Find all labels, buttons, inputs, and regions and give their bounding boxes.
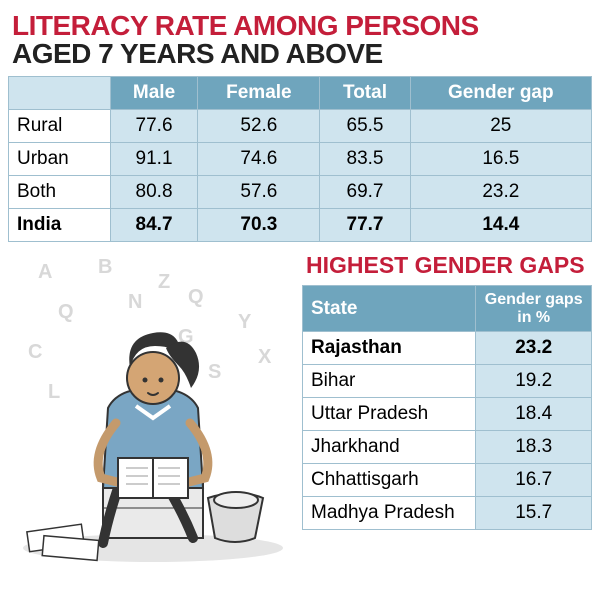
state-name: Uttar Pradesh — [303, 398, 476, 431]
table-row: Rural 77.6 52.6 65.5 25 — [9, 110, 592, 143]
table-row: Rajasthan 23.2 — [303, 332, 592, 365]
gender-gap-table: State Gender gaps in % Rajasthan 23.2 Bi… — [302, 285, 592, 530]
svg-text:A: A — [38, 261, 52, 283]
state-name: Bihar — [303, 365, 476, 398]
cell: 77.6 — [110, 110, 198, 143]
cell: 84.7 — [110, 209, 198, 242]
gap-value: 18.4 — [476, 398, 592, 431]
cell: 52.6 — [198, 110, 320, 143]
state-name: Madhya Pradesh — [303, 497, 476, 530]
sub-title: HIGHEST GENDER GAPS — [302, 248, 592, 285]
svg-text:Y: Y — [238, 311, 252, 333]
gap-value: 19.2 — [476, 365, 592, 398]
col-male: Male — [110, 77, 198, 110]
col-state: State — [303, 286, 476, 332]
row-label: Rural — [9, 110, 111, 143]
table-corner — [9, 77, 111, 110]
svg-text:X: X — [258, 346, 272, 368]
gap-value: 15.7 — [476, 497, 592, 530]
table-row: Chhattisgarh 16.7 — [303, 464, 592, 497]
cell: 65.5 — [320, 110, 410, 143]
table-row: Uttar Pradesh 18.4 — [303, 398, 592, 431]
table-row: India 84.7 70.3 77.7 14.4 — [9, 209, 592, 242]
svg-text:N: N — [128, 291, 142, 313]
cell: 16.5 — [410, 143, 591, 176]
table-row: Urban 91.1 74.6 83.5 16.5 — [9, 143, 592, 176]
cell: 83.5 — [320, 143, 410, 176]
col-gendergap: Gender gap — [410, 77, 591, 110]
title-line1: LITERACY RATE AMONG PERSONS — [12, 12, 588, 40]
cell: 77.7 — [320, 209, 410, 242]
gap-value: 23.2 — [476, 332, 592, 365]
cell: 80.8 — [110, 176, 198, 209]
cell: 74.6 — [198, 143, 320, 176]
svg-text:Q: Q — [188, 286, 204, 308]
col-total: Total — [320, 77, 410, 110]
svg-text:B: B — [98, 256, 112, 278]
svg-text:L: L — [48, 381, 60, 403]
gap-value: 16.7 — [476, 464, 592, 497]
table-row: Jharkhand 18.3 — [303, 431, 592, 464]
svg-text:Q: Q — [58, 301, 74, 323]
student-reading-illustration: ABZ QNQ CGY LSX — [8, 248, 298, 568]
literacy-table: Male Female Total Gender gap Rural 77.6 … — [8, 76, 592, 242]
main-title: LITERACY RATE AMONG PERSONS AGED 7 YEARS… — [8, 8, 592, 76]
svg-text:S: S — [208, 361, 221, 383]
table-row: Bihar 19.2 — [303, 365, 592, 398]
cell: 57.6 — [198, 176, 320, 209]
row-label: India — [9, 209, 111, 242]
row-label: Urban — [9, 143, 111, 176]
cell: 25 — [410, 110, 591, 143]
row-label: Both — [9, 176, 111, 209]
cell: 69.7 — [320, 176, 410, 209]
cell: 70.3 — [198, 209, 320, 242]
col-gap: Gender gaps in % — [476, 286, 592, 332]
cell: 91.1 — [110, 143, 198, 176]
svg-text:C: C — [28, 341, 42, 363]
cell: 14.4 — [410, 209, 591, 242]
title-line2: AGED 7 YEARS AND ABOVE — [12, 40, 588, 68]
cell: 23.2 — [410, 176, 591, 209]
svg-text:Z: Z — [158, 271, 170, 293]
state-name: Chhattisgarh — [303, 464, 476, 497]
table-row: Madhya Pradesh 15.7 — [303, 497, 592, 530]
state-name: Jharkhand — [303, 431, 476, 464]
col-female: Female — [198, 77, 320, 110]
state-name: Rajasthan — [303, 332, 476, 365]
table-row: Both 80.8 57.6 69.7 23.2 — [9, 176, 592, 209]
gap-value: 18.3 — [476, 431, 592, 464]
